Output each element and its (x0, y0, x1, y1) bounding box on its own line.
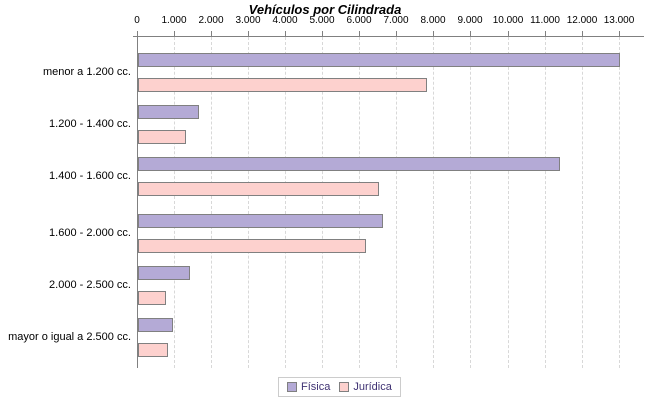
x-tick-mark (545, 31, 546, 36)
bar-fisica-4 (138, 266, 190, 280)
gridline (508, 37, 509, 368)
gridline (582, 37, 583, 368)
category-label: 1.200 - 1.400 cc. (49, 118, 131, 130)
x-tick-label: 6.000 (346, 15, 372, 26)
x-tick-mark (508, 31, 509, 36)
y-axis-line (137, 36, 138, 368)
gridline (545, 37, 546, 368)
x-tick-label: 9.000 (457, 15, 483, 26)
bar-juridica-4 (138, 291, 166, 305)
category-label: 1.600 - 2.000 cc. (49, 227, 131, 239)
x-tick-label: 4.000 (272, 15, 298, 26)
bar-fisica-5 (138, 318, 173, 332)
category-label: menor a 1.200 cc. (42, 66, 131, 78)
bar-fisica-1 (138, 105, 199, 119)
x-tick-label: 3.000 (235, 15, 261, 26)
bar-juridica-2 (138, 182, 379, 196)
gridline (470, 37, 471, 368)
bar-juridica-3 (138, 239, 366, 253)
legend-label-juridica: Jurídica (353, 381, 392, 393)
gridline (248, 37, 249, 368)
legend-swatch-juridica (339, 382, 350, 392)
chart-title: Vehículos por Cilindrada (248, 2, 402, 17)
gridline (619, 37, 620, 368)
bar-juridica-5 (138, 343, 168, 357)
x-tick-label: 11.000 (530, 15, 560, 26)
bar-fisica-0 (138, 53, 620, 67)
bar-fisica-2 (138, 157, 560, 171)
x-axis-line (133, 36, 644, 37)
gridline (211, 37, 212, 368)
legend: Física Jurídica (278, 377, 401, 397)
gridline (174, 37, 175, 368)
x-tick-mark (248, 31, 249, 36)
x-tick-mark (285, 31, 286, 36)
x-tick-label: 5.000 (309, 15, 335, 26)
x-tick-mark (470, 31, 471, 36)
x-tick-mark (619, 31, 620, 36)
bar-juridica-0 (138, 78, 427, 92)
legend-swatch-fisica (287, 382, 297, 392)
gridline (433, 37, 434, 368)
x-tick-label: 1.000 (161, 15, 187, 26)
gridline (322, 37, 323, 368)
x-tick-label: 12.000 (566, 15, 598, 26)
x-tick-mark (359, 31, 360, 36)
x-tick-mark (433, 31, 434, 36)
bar-juridica-1 (138, 130, 186, 144)
gridline (285, 37, 286, 368)
x-tick-mark (211, 31, 212, 36)
category-label: 1.400 - 1.600 cc. (49, 170, 131, 182)
x-tick-label: 7.000 (383, 15, 409, 26)
x-tick-mark (174, 31, 175, 36)
x-tick-label: 8.000 (420, 15, 446, 26)
category-label: 2.000 - 2.500 cc. (49, 279, 131, 291)
legend-label-fisica: Física (301, 381, 331, 393)
x-tick-label: 10.000 (492, 15, 524, 26)
x-tick-mark (137, 31, 138, 36)
x-tick-label: 0 (134, 15, 140, 26)
legend-item-fisica: Física (287, 381, 330, 393)
x-tick-mark (322, 31, 323, 36)
gridline (396, 37, 397, 368)
x-tick-mark (582, 31, 583, 36)
legend-item-juridica: Jurídica (339, 381, 392, 393)
bar-fisica-3 (138, 214, 383, 228)
x-tick-mark (396, 31, 397, 36)
x-tick-label: 13.000 (603, 15, 635, 26)
category-label: mayor o igual a 2.500 cc. (8, 331, 131, 343)
gridline (359, 37, 360, 368)
x-tick-label: 2.000 (198, 15, 224, 26)
